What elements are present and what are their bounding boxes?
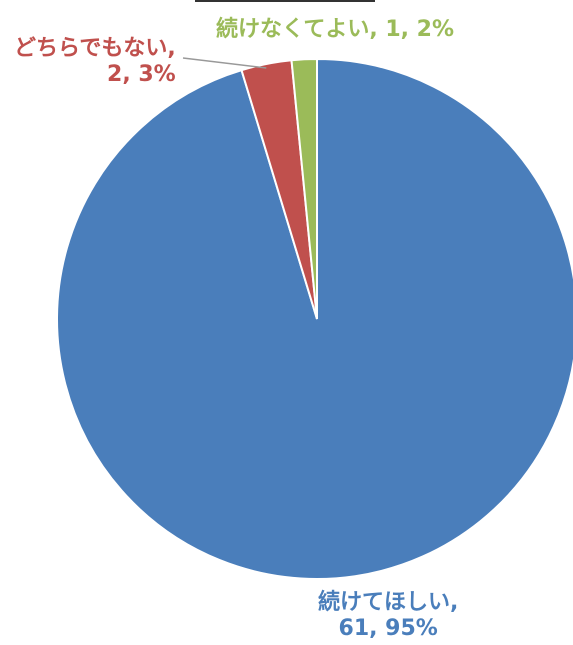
slice-tsuzukete-hoshii [56, 57, 573, 580]
slice-label-line1: 続けなくてよい, 1, 2% [216, 17, 455, 42]
slice-label-line1: どちらでもない, [14, 36, 176, 61]
pie-slices [56, 57, 573, 580]
slice-label-line1: 続けてほしい, [318, 590, 459, 615]
slice-label-line2: 2, 3% [107, 62, 176, 87]
leader-line-dochira [182, 57, 267, 69]
slice-label-line2: 61, 95% [338, 616, 438, 641]
slice-label-tsuzukenakute-yoi: 続けなくてよい, 1, 2% [216, 17, 454, 43]
slice-label-tsuzukete-hoshii: 続けてほしい, 61, 95% [318, 590, 458, 642]
top-border-line [195, 0, 375, 2]
slice-label-dochira-demo-nai: どちらでもない, 2, 3% [14, 36, 176, 88]
slice-tsuzukenakute-yoi [290, 57, 318, 320]
